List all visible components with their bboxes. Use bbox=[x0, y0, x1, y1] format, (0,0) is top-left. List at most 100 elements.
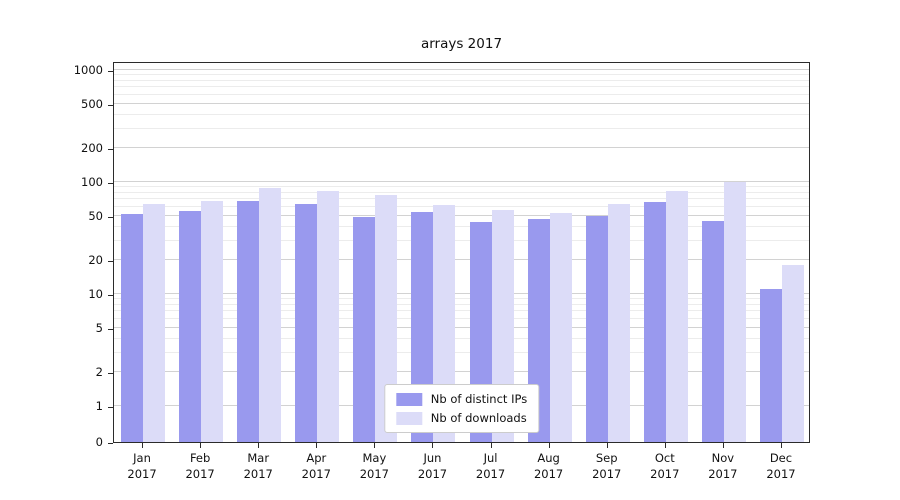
x-tickmark bbox=[316, 443, 318, 448]
x-tick-label: May 2017 bbox=[359, 451, 390, 481]
legend-swatch-icon bbox=[395, 411, 422, 425]
x-tickmark bbox=[722, 443, 724, 448]
y-tickmark bbox=[108, 295, 113, 296]
y-tickmark bbox=[108, 149, 113, 151]
bar-downloads bbox=[433, 205, 456, 442]
legend-label: Nb of downloads bbox=[430, 411, 527, 425]
bar-downloads bbox=[143, 204, 166, 442]
minor-gridline bbox=[114, 337, 809, 339]
minor-gridline bbox=[114, 186, 809, 188]
y-tickmark bbox=[108, 407, 113, 408]
x-tick-label: Sep 2017 bbox=[592, 451, 622, 481]
minor-gridline bbox=[114, 127, 809, 129]
bar-distinct-ips bbox=[121, 213, 144, 442]
bar-distinct-ips bbox=[701, 220, 724, 442]
x-tick-label: Apr 2017 bbox=[301, 451, 331, 481]
minor-gridline bbox=[114, 205, 809, 207]
minor-gridline bbox=[114, 79, 809, 81]
y-tick-label: 5 bbox=[95, 320, 103, 335]
major-gridline bbox=[114, 293, 809, 294]
x-tickmark bbox=[200, 443, 202, 448]
x-tick-label: Dec 2017 bbox=[766, 451, 796, 481]
minor-gridline bbox=[114, 93, 809, 95]
bar-downloads bbox=[665, 191, 688, 442]
major-gridline bbox=[114, 259, 809, 261]
y-tick-label: 0 bbox=[95, 435, 103, 449]
x-tickmark bbox=[374, 443, 376, 448]
bar-downloads bbox=[607, 203, 630, 442]
minor-gridline bbox=[114, 86, 809, 88]
x-tickmark bbox=[664, 443, 666, 448]
y-tick-label: 500 bbox=[81, 96, 103, 111]
major-gridline bbox=[114, 147, 809, 149]
bar-downloads bbox=[317, 191, 340, 442]
major-gridline bbox=[114, 69, 809, 70]
y-tickmark bbox=[108, 71, 113, 72]
y-tick-label: 1 bbox=[95, 399, 103, 413]
y-tickmark bbox=[108, 216, 113, 218]
legend: Nb of distinct IPs Nb of downloads bbox=[383, 384, 540, 433]
x-tick-label: Jul 2017 bbox=[475, 451, 506, 481]
y-tick-label: 1000 bbox=[73, 63, 103, 77]
minor-gridline bbox=[114, 351, 809, 353]
bar-downloads bbox=[201, 200, 224, 442]
x-tick-label: Jun 2017 bbox=[417, 451, 448, 481]
minor-gridline bbox=[114, 198, 809, 200]
minor-gridline bbox=[114, 317, 809, 319]
x-tick-label: Nov 2017 bbox=[708, 451, 738, 481]
x-tick-label: Mar 2017 bbox=[243, 451, 273, 481]
bar-distinct-ips bbox=[759, 289, 782, 442]
x-tickmark bbox=[490, 443, 492, 448]
y-tick-label: 20 bbox=[88, 253, 103, 268]
y-tickmark bbox=[108, 373, 113, 375]
y-tick-label: 200 bbox=[81, 141, 103, 156]
y-tick-label: 10 bbox=[88, 287, 103, 301]
x-tick-label: Aug 2017 bbox=[533, 451, 564, 481]
major-gridline bbox=[114, 214, 809, 216]
minor-gridline bbox=[114, 303, 809, 305]
bar-downloads bbox=[375, 194, 398, 442]
bar-downloads bbox=[723, 182, 746, 442]
y-tickmark bbox=[108, 104, 113, 106]
x-tick-label: Oct 2017 bbox=[650, 451, 680, 481]
x-tickmark bbox=[780, 443, 782, 448]
minor-gridline bbox=[114, 113, 809, 115]
bar-distinct-ips bbox=[643, 202, 666, 442]
bar-distinct-ips bbox=[353, 216, 376, 442]
minor-gridline bbox=[114, 310, 809, 312]
minor-gridline bbox=[114, 74, 809, 76]
y-tickmark bbox=[108, 443, 113, 444]
major-gridline bbox=[114, 102, 809, 104]
major-gridline bbox=[114, 181, 809, 182]
y-tick-label: 100 bbox=[81, 175, 103, 189]
minor-gridline bbox=[114, 225, 809, 227]
bar-distinct-ips bbox=[179, 211, 202, 442]
chart-title: arrays 2017 bbox=[420, 36, 503, 52]
x-tickmark bbox=[606, 443, 608, 448]
legend-swatch-icon bbox=[395, 392, 422, 406]
legend-item: Nb of downloads bbox=[395, 411, 527, 425]
x-tick-label: Jan 2017 bbox=[127, 451, 157, 481]
legend-label: Nb of distinct IPs bbox=[430, 392, 528, 406]
bar-downloads bbox=[549, 212, 572, 442]
y-tickmark bbox=[108, 261, 113, 263]
minor-gridline bbox=[114, 298, 809, 300]
minor-gridline bbox=[114, 191, 809, 193]
y-tickmark bbox=[108, 183, 113, 184]
x-tickmark bbox=[432, 443, 434, 448]
bar-distinct-ips bbox=[237, 200, 260, 442]
major-gridline bbox=[114, 326, 809, 328]
bar-downloads bbox=[259, 187, 282, 442]
bar-distinct-ips bbox=[295, 203, 318, 442]
major-gridline bbox=[114, 371, 809, 373]
y-tick-label: 2 bbox=[95, 365, 103, 380]
bar-downloads bbox=[781, 265, 804, 442]
x-tick-label: Feb 2017 bbox=[185, 451, 215, 481]
minor-gridline bbox=[114, 239, 809, 241]
y-tick-label: 50 bbox=[88, 208, 103, 223]
y-tickmark bbox=[108, 328, 113, 330]
bar-distinct-ips bbox=[585, 215, 608, 442]
x-tickmark bbox=[142, 443, 144, 448]
legend-item: Nb of distinct IPs bbox=[395, 392, 528, 406]
